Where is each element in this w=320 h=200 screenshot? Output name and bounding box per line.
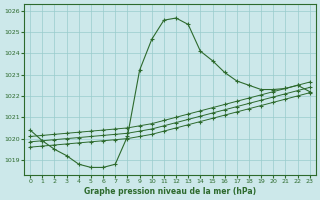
X-axis label: Graphe pression niveau de la mer (hPa): Graphe pression niveau de la mer (hPa) (84, 187, 256, 196)
